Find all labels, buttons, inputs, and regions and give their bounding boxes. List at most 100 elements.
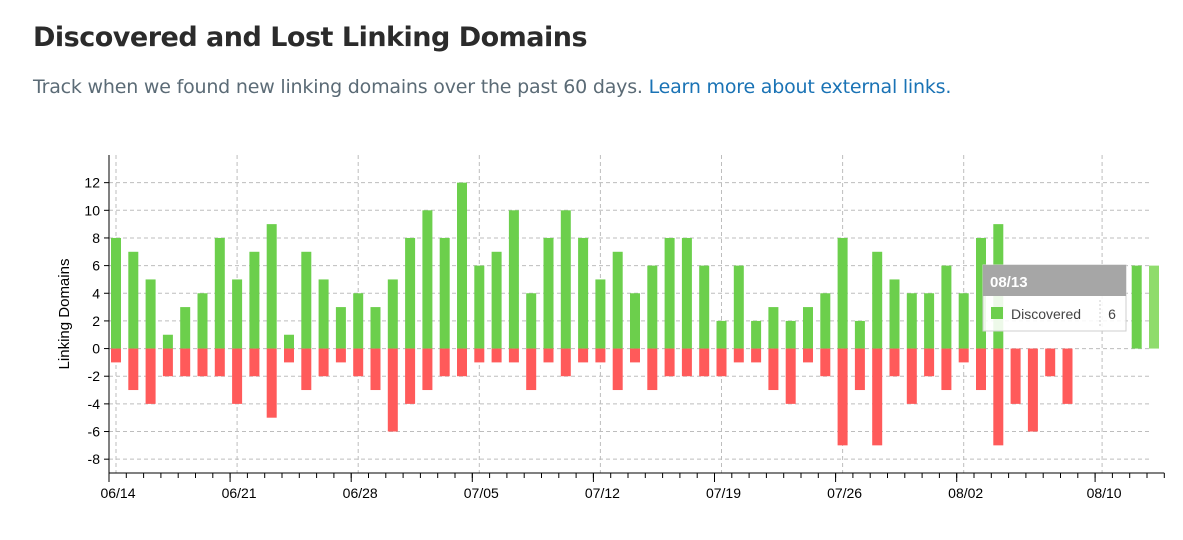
y-tick-label: 12 — [84, 175, 100, 191]
subtitle-text: Track when we found new linking domains … — [33, 76, 643, 98]
bar-lost — [612, 348, 623, 391]
bar-discovered — [335, 307, 346, 349]
bar-lost — [958, 348, 969, 363]
bar-lost — [924, 348, 935, 377]
bar-discovered — [924, 293, 935, 349]
bar-discovered — [854, 320, 865, 349]
bar-lost — [785, 348, 796, 404]
bar-discovered — [128, 251, 139, 349]
bar-lost — [941, 348, 952, 391]
bar-lost — [595, 348, 606, 363]
bar-discovered — [820, 293, 831, 349]
bar-lost — [630, 348, 640, 363]
bar-lost — [578, 348, 589, 363]
bar-lost — [854, 348, 865, 391]
tooltip-title: 08/13 — [990, 274, 1028, 291]
learn-more-link[interactable]: Learn more about external links. — [648, 76, 952, 98]
bar-discovered — [958, 293, 969, 349]
bar-discovered — [370, 307, 381, 349]
x-tick-label: 07/19 — [706, 485, 741, 501]
x-tick-label: 08/02 — [948, 485, 983, 501]
bar-discovered — [318, 279, 329, 349]
page-title: Discovered and Lost Linking Domains — [33, 22, 588, 53]
y-tick-label: 2 — [92, 313, 100, 329]
bar-lost — [699, 348, 710, 377]
x-tick-label: 07/26 — [827, 485, 862, 501]
bar-discovered — [716, 320, 727, 349]
bar-discovered — [214, 237, 225, 349]
bar-discovered — [474, 265, 485, 349]
y-tick-label: 0 — [92, 341, 100, 357]
bar-lost — [1010, 348, 1021, 404]
bar-lost — [422, 348, 433, 391]
bar-lost — [751, 348, 762, 363]
bar-lost — [543, 348, 554, 363]
bar-discovered — [906, 293, 917, 349]
y-tick-label: 4 — [92, 285, 100, 301]
bar-discovered — [232, 279, 243, 349]
bar-lost — [716, 348, 727, 377]
bar-discovered — [387, 279, 398, 349]
bar-discovered — [1131, 265, 1142, 349]
tooltip-header — [983, 265, 1126, 296]
bar-discovered — [785, 320, 796, 349]
tooltip-series-label: Discovered — [1011, 306, 1081, 322]
bar-discovered — [162, 334, 173, 349]
bar-lost — [111, 348, 121, 363]
bar-lost — [993, 348, 1004, 446]
bar-lost — [906, 348, 917, 404]
bar-lost — [491, 348, 502, 363]
bar-lost — [180, 348, 191, 377]
page-subtitle: Track when we found new linking domains … — [33, 76, 951, 98]
y-tick-label: -8 — [88, 451, 101, 467]
bar-lost — [976, 348, 986, 391]
bar-discovered — [422, 210, 433, 349]
bar-lost — [301, 348, 312, 391]
bar-lost — [214, 348, 225, 377]
bar-discovered — [699, 265, 710, 349]
bar-discovered — [768, 307, 779, 349]
bar-lost — [335, 348, 346, 363]
bar-lost — [803, 348, 813, 363]
x-tick-label: 06/14 — [100, 485, 135, 501]
tooltip-value: 6 — [1108, 306, 1116, 322]
bar-lost — [232, 348, 243, 404]
bar-discovered — [197, 293, 208, 349]
bar-lost — [197, 348, 208, 377]
y-tick-label: 6 — [92, 258, 100, 274]
bar-lost — [457, 348, 467, 377]
bar-lost — [733, 348, 744, 363]
bar-discovered — [491, 251, 502, 349]
bar-discovered — [578, 237, 589, 349]
bar-discovered — [284, 334, 294, 349]
bar-lost — [681, 348, 692, 377]
bar-discovered — [612, 251, 623, 349]
bar-lost — [647, 348, 658, 391]
y-tick-label: -6 — [88, 424, 101, 440]
bar-discovered — [976, 237, 986, 349]
bar-discovered — [837, 237, 848, 349]
bar-lost — [768, 348, 779, 391]
bar-lost — [370, 348, 381, 391]
bar-discovered — [630, 293, 640, 349]
bar-discovered — [405, 237, 416, 349]
tooltip-swatch — [991, 307, 1003, 319]
bar-discovered — [941, 265, 952, 349]
x-tick-label: 06/28 — [343, 485, 378, 501]
bar-lost — [284, 348, 294, 363]
bar-discovered — [353, 293, 364, 349]
bar-lost — [1062, 348, 1073, 404]
bar-lost — [526, 348, 537, 391]
bar-discovered — [560, 210, 571, 349]
x-tick-label: 06/21 — [222, 485, 257, 501]
bar-discovered — [889, 279, 900, 349]
bar-discovered — [872, 251, 883, 349]
y-tick-label: -4 — [88, 396, 101, 412]
bar-discovered — [647, 265, 658, 349]
bar-discovered — [595, 279, 606, 349]
bar-discovered — [508, 210, 519, 349]
bar-lost — [560, 348, 571, 377]
bar-discovered — [111, 237, 121, 349]
bar-discovered — [457, 182, 467, 349]
